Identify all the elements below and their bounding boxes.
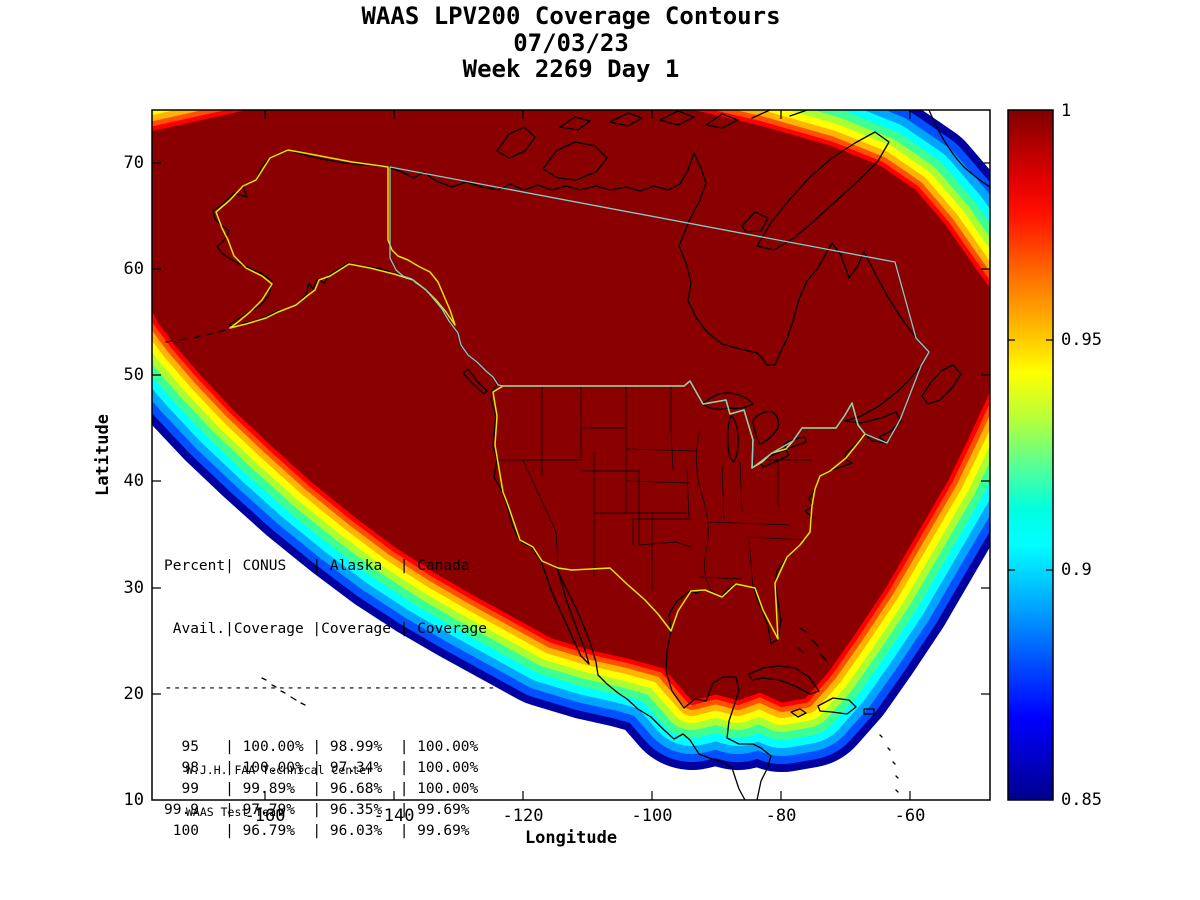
hawaiian-islands — [261, 677, 306, 706]
y-tick-label: 50 — [123, 365, 144, 385]
canada-outline — [389, 166, 930, 469]
attribution-line-2: WAAS Test Team — [186, 805, 283, 819]
newfoundland — [921, 364, 962, 405]
colorbar-tick-label: 1 — [1061, 101, 1072, 121]
coastline-pacific — [212, 210, 746, 800]
baffin-island — [756, 131, 890, 251]
table-header-row-2: Avail.|Coverage |Coverage | Coverage — [164, 621, 488, 637]
attribution-line-1: W.J.H. FAA Technical Center — [186, 763, 373, 777]
lake-superior — [702, 392, 754, 410]
lesser-antilles — [879, 734, 899, 793]
figure-date: 07/03/23 — [513, 29, 629, 57]
table-row: 99 | 99.89% | 96.68% | 100.00% — [164, 781, 479, 797]
x-tick-label: -80 — [765, 806, 797, 826]
y-tick-label: 60 — [123, 259, 144, 279]
aleutian-islands — [165, 329, 226, 343]
axes-frame — [151, 109, 991, 801]
colorbar-tick-label: 0.9 — [1061, 560, 1092, 580]
cuba — [748, 665, 820, 695]
colorbar-tick-label: 0.95 — [1061, 330, 1102, 350]
figure-title: WAAS LPV200 Coverage Contours — [361, 2, 781, 30]
x-tick-label: -60 — [894, 806, 926, 826]
table-row: 99.9 | 97.79% | 96.35% | 99.69% — [164, 802, 470, 818]
jamaica — [790, 708, 807, 718]
bahamas — [797, 627, 827, 661]
y-axis-label: Latitude — [93, 414, 113, 496]
attribution: W.J.H. FAA Technical Center WAAS Test Te… — [186, 735, 373, 847]
lake-ontario — [783, 436, 807, 450]
y-tick-label: 30 — [123, 578, 144, 598]
coverage-table: Percent| CONUS | Alaska | Canada Avail.|… — [164, 514, 496, 884]
x-axis-label: Longitude — [524, 828, 618, 848]
victoria-island — [542, 141, 608, 181]
alaska-outline — [215, 149, 456, 329]
y-tick-marks — [152, 162, 990, 695]
colorbar — [1007, 109, 1054, 801]
y-tick-label: 70 — [123, 153, 144, 173]
table-row: 95 | 100.00% | 98.99% | 100.00% — [164, 739, 479, 755]
colorbar-tick-marks — [1008, 339, 1053, 571]
greenland-coast — [928, 110, 990, 188]
table-row: 100 | 96.79% | 96.03% | 99.69% — [164, 823, 470, 839]
y-tick-label: 20 — [123, 684, 144, 704]
hispaniola — [817, 697, 857, 715]
y-tick-label: 10 — [123, 790, 144, 810]
x-tick-label: -120 — [502, 806, 544, 826]
lake-michigan — [727, 415, 739, 463]
puerto-rico — [863, 708, 875, 715]
x-tick-label: -100 — [631, 806, 673, 826]
colorbar-tick-label: 0.85 — [1061, 790, 1102, 810]
figure-week-day: Week 2269 Day 1 — [462, 55, 680, 83]
southampton-island — [741, 211, 769, 233]
x-tick-label: -140 — [373, 806, 415, 826]
banks-island — [496, 126, 536, 159]
table-separator: -------------------------------------- — [164, 680, 496, 696]
coverage-table-rows: 95 | 100.00% | 98.99% | 100.00% 98 | 100… — [164, 737, 496, 842]
vancouver-island — [462, 368, 488, 395]
state-borders — [497, 386, 812, 593]
y-tick-label: 40 — [123, 471, 144, 491]
high-arctic-islands — [559, 110, 810, 131]
table-header-row-1: Percent| CONUS | Alaska | Canada — [164, 558, 470, 574]
x-tick-marks — [264, 110, 911, 800]
x-tick-label: -160 — [244, 806, 286, 826]
table-row: 98 | 100.00% | 97.34% | 100.00% — [164, 760, 479, 776]
lake-huron — [752, 411, 780, 445]
